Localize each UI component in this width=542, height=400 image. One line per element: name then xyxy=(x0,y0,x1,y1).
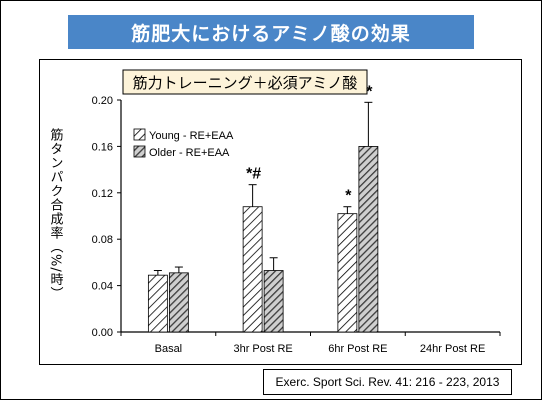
significance-marker: * xyxy=(366,83,373,100)
bar-young xyxy=(242,206,263,333)
legend-swatch-older xyxy=(133,145,146,158)
chart-title: 筋力トレーニング＋必須アミノ酸 xyxy=(133,74,358,92)
x-tick-label: 24hr Post RE xyxy=(420,343,485,355)
x-tick-label: Basal xyxy=(155,343,183,355)
significance-marker: * xyxy=(345,188,352,205)
significance-marker: *# xyxy=(246,166,261,183)
citation: Exerc. Sport Sci. Rev. 41: 216 - 223, 20… xyxy=(263,369,512,395)
y-tick-label: 0.20 xyxy=(92,95,113,107)
legend-label: Older - RE+EAA xyxy=(149,147,230,159)
chart-frame: 筋力トレーニング＋必須アミノ酸 0.00 0.04 0.08 0.12 0.16 0.20 筋… xyxy=(39,59,522,365)
chart: 筋力トレーニング＋必須アミノ酸 0.00 0.04 0.08 0.12 0.16 0.20 筋… xyxy=(48,69,501,355)
bar-older xyxy=(263,270,284,333)
y-tick-label: 0.00 xyxy=(92,327,113,339)
y-tick-label: 0.12 xyxy=(92,188,113,200)
bar-older xyxy=(358,146,379,333)
y-tick-label: 0.04 xyxy=(92,281,113,293)
legend-label: Young - RE+EAA xyxy=(149,130,234,142)
chart-title-box xyxy=(122,69,368,95)
x-tick-label: 6hr Post RE xyxy=(328,343,387,355)
y-tick-label: 0.16 xyxy=(92,141,113,153)
bar-older xyxy=(168,272,189,333)
y-tick-label: 0.08 xyxy=(92,234,113,246)
y-axis-label: 筋タンパク合成率（%/時） xyxy=(48,127,64,300)
slide-title: 筋肥大におけるアミノ酸の効果 xyxy=(68,15,474,49)
x-tick-label: 3hr Post RE xyxy=(233,343,292,355)
legend-swatch-young xyxy=(133,128,146,141)
bar-young xyxy=(337,213,358,333)
bar-young xyxy=(147,274,168,333)
